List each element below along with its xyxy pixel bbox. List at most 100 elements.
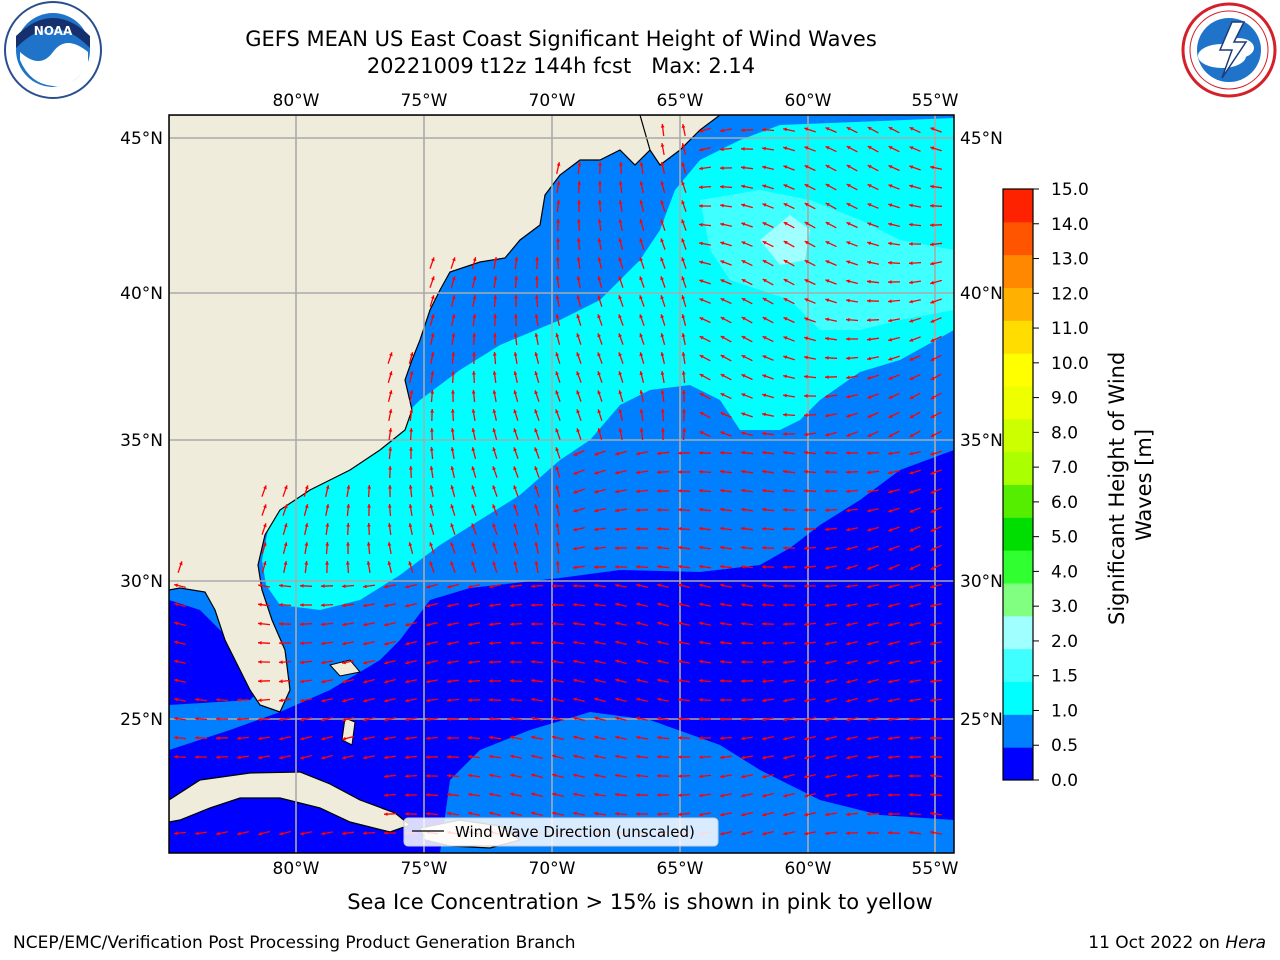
wind-arrow-head: [174, 716, 178, 721]
wind-arrow-head: [258, 602, 262, 607]
wind-arrow-head: [681, 219, 685, 224]
wind-arrow-head: [741, 279, 746, 283]
wind-arrow-head: [531, 659, 535, 664]
wind-arrow-head: [426, 641, 430, 646]
wind-arrow-head: [678, 793, 682, 798]
wind-arrow-head: [930, 584, 935, 589]
wind-arrow-head: [555, 447, 559, 452]
wind-arrow-head: [598, 162, 602, 166]
wind-arrow-head: [363, 698, 368, 703]
wind-arrow-head: [783, 774, 788, 779]
wind-arrow-head: [783, 336, 788, 340]
wind-arrow-head: [825, 317, 829, 322]
wind-arrow-head: [513, 466, 517, 471]
wind-arrow-head: [636, 602, 640, 607]
wind-arrow-head: [867, 547, 872, 551]
wind-arrow-head: [930, 736, 934, 740]
wind-arrow-head: [888, 203, 893, 208]
wind-arrow-head: [636, 735, 640, 740]
footer-date: 11 Oct 2022 on Hera: [1088, 933, 1266, 953]
wind-arrow-head: [450, 466, 455, 470]
wind-arrow-head: [930, 203, 934, 208]
wind-arrow-head: [909, 755, 913, 759]
wind-arrow-head: [342, 603, 346, 608]
wind-arrow-head: [909, 451, 913, 456]
wind-arrow-head: [615, 792, 619, 797]
wind-arrow-head: [426, 622, 430, 627]
wind-arrow-head: [762, 565, 766, 569]
lon-label-bottom: 80°W: [273, 859, 320, 879]
wind-arrow-head: [471, 447, 476, 452]
lat-label-right: 35°N: [960, 431, 1003, 451]
wind-arrow-head: [657, 716, 661, 721]
wind-arrow-head: [699, 583, 703, 588]
wind-arrow-head: [489, 754, 493, 759]
wind-arrow-head: [174, 831, 178, 836]
wind-arrow-head: [513, 333, 518, 337]
wind-arrow-head: [909, 242, 913, 246]
wind-arrow-head: [825, 336, 829, 341]
wind-arrow-head: [492, 504, 496, 509]
wind-arrow-head: [594, 754, 598, 759]
wind-arrow-head: [678, 489, 682, 493]
wind-arrow-head: [597, 219, 602, 223]
wind-arrow-head: [720, 602, 724, 607]
wind-arrow-head: [615, 811, 619, 816]
wind-arrow-head: [930, 528, 935, 532]
wind-arrow-head: [195, 736, 199, 740]
wind-arrow-head: [283, 523, 288, 528]
wind-arrow-head: [283, 561, 288, 565]
wind-arrow-head: [720, 147, 724, 152]
wind-arrow-head: [492, 352, 497, 356]
wind-arrow-head: [429, 447, 434, 451]
wind-arrow-head: [909, 433, 914, 437]
wind-arrow-head: [346, 523, 350, 527]
wind-arrow-head: [930, 509, 935, 513]
wind-arrow-head: [678, 659, 682, 664]
wind-arrow-head: [657, 545, 661, 550]
wind-arrow-head: [636, 546, 640, 550]
grid-lines: [169, 115, 954, 853]
wind-arrow-head: [699, 260, 704, 265]
wind-arrow-head: [846, 755, 850, 760]
wind-arrow-head: [405, 679, 409, 684]
wind-arrow-head: [825, 508, 829, 513]
wind-arrow-head: [405, 812, 409, 816]
wind-arrow-head: [639, 333, 643, 338]
wind-arrow-head: [471, 466, 476, 471]
wind-arrow-head: [552, 603, 556, 607]
wind-arrow-head: [430, 371, 435, 375]
wind-arrow-head: [447, 584, 452, 589]
wind-arrow-head: [492, 523, 496, 528]
wind-arrow-head: [699, 545, 703, 550]
wind-arrow-head: [867, 698, 871, 703]
wind-arrow-head: [409, 447, 413, 451]
wind-arrow-head: [367, 523, 371, 527]
wind-arrow-head: [237, 717, 241, 721]
wind-arrow-head: [741, 641, 745, 645]
wind-arrow-head: [657, 489, 661, 493]
wind-arrow-head: [804, 165, 809, 169]
wind-arrow-head: [555, 314, 560, 318]
wind-arrow-head: [195, 831, 199, 836]
wind-arrow-head: [762, 526, 766, 531]
wind-arrow-head: [888, 547, 893, 551]
wind-arrow-head: [492, 409, 497, 413]
wind-arrow-head: [430, 352, 435, 356]
wind-arrow-head: [552, 678, 556, 683]
wind-arrow-head: [741, 488, 745, 493]
wind-arrow-head: [514, 257, 519, 261]
wind-arrow-head: [510, 773, 514, 778]
wind-arrow-head: [363, 622, 367, 627]
wind-arrow-head: [681, 276, 685, 281]
wind-arrow-head: [468, 641, 472, 646]
wind-arrow-head: [783, 317, 788, 321]
wind-arrow-head: [909, 717, 913, 722]
wind-arrow-head: [825, 165, 830, 169]
wind-arrow-head: [279, 717, 283, 722]
wind-arrow-head: [258, 679, 262, 683]
wind-arrow-head: [867, 241, 872, 246]
wind-arrow-head: [804, 565, 808, 570]
lat-label-left: 35°N: [120, 431, 163, 451]
wind-arrow-head: [720, 184, 724, 189]
